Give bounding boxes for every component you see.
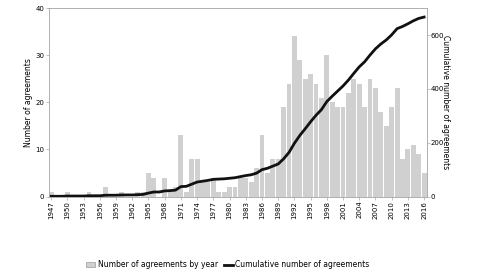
Bar — [189, 159, 194, 197]
Bar — [259, 135, 264, 197]
Bar — [205, 182, 210, 197]
Bar — [135, 192, 140, 197]
Bar — [281, 107, 286, 197]
Bar — [232, 187, 237, 197]
Bar — [119, 192, 123, 197]
Bar — [405, 149, 409, 197]
Bar — [173, 187, 178, 197]
Bar — [313, 84, 318, 197]
Bar — [254, 168, 258, 197]
Bar — [103, 187, 107, 197]
Bar — [270, 159, 274, 197]
Bar — [421, 173, 425, 197]
Bar — [65, 192, 70, 197]
Bar — [183, 192, 188, 197]
Bar — [286, 84, 291, 197]
Bar — [372, 88, 377, 197]
Bar — [291, 36, 296, 197]
Bar — [394, 88, 399, 197]
Bar — [162, 178, 167, 197]
Bar — [351, 79, 356, 197]
Bar — [146, 173, 151, 197]
Bar — [194, 159, 199, 197]
Bar — [307, 74, 312, 197]
Bar — [318, 98, 323, 197]
Bar — [297, 60, 302, 197]
Bar — [389, 107, 393, 197]
Bar — [211, 178, 215, 197]
Bar — [340, 107, 345, 197]
Bar — [329, 102, 334, 197]
Bar — [356, 84, 361, 197]
Bar — [221, 192, 226, 197]
Bar — [264, 173, 269, 197]
Bar — [178, 135, 183, 197]
Legend: Number of agreements by year, Cumulative number of agreements: Number of agreements by year, Cumulative… — [86, 260, 369, 269]
Bar — [362, 107, 366, 197]
Bar — [302, 79, 307, 197]
Bar — [248, 182, 253, 197]
Bar — [167, 192, 172, 197]
Bar — [140, 192, 145, 197]
Bar — [367, 79, 372, 197]
Bar — [275, 159, 280, 197]
Y-axis label: Number of agreements: Number of agreements — [24, 58, 32, 147]
Bar — [238, 178, 242, 197]
Bar — [410, 145, 415, 197]
Bar — [151, 178, 156, 197]
Bar — [216, 192, 221, 197]
Bar — [378, 112, 382, 197]
Bar — [87, 192, 91, 197]
Bar — [345, 93, 350, 197]
Y-axis label: Cumulative number of agreements: Cumulative number of agreements — [440, 35, 449, 170]
Bar — [200, 182, 205, 197]
Bar — [49, 192, 54, 197]
Bar — [324, 55, 329, 197]
Bar — [243, 178, 248, 197]
Bar — [334, 107, 339, 197]
Bar — [415, 154, 420, 197]
Bar — [383, 126, 388, 197]
Bar — [399, 159, 404, 197]
Bar — [227, 187, 231, 197]
